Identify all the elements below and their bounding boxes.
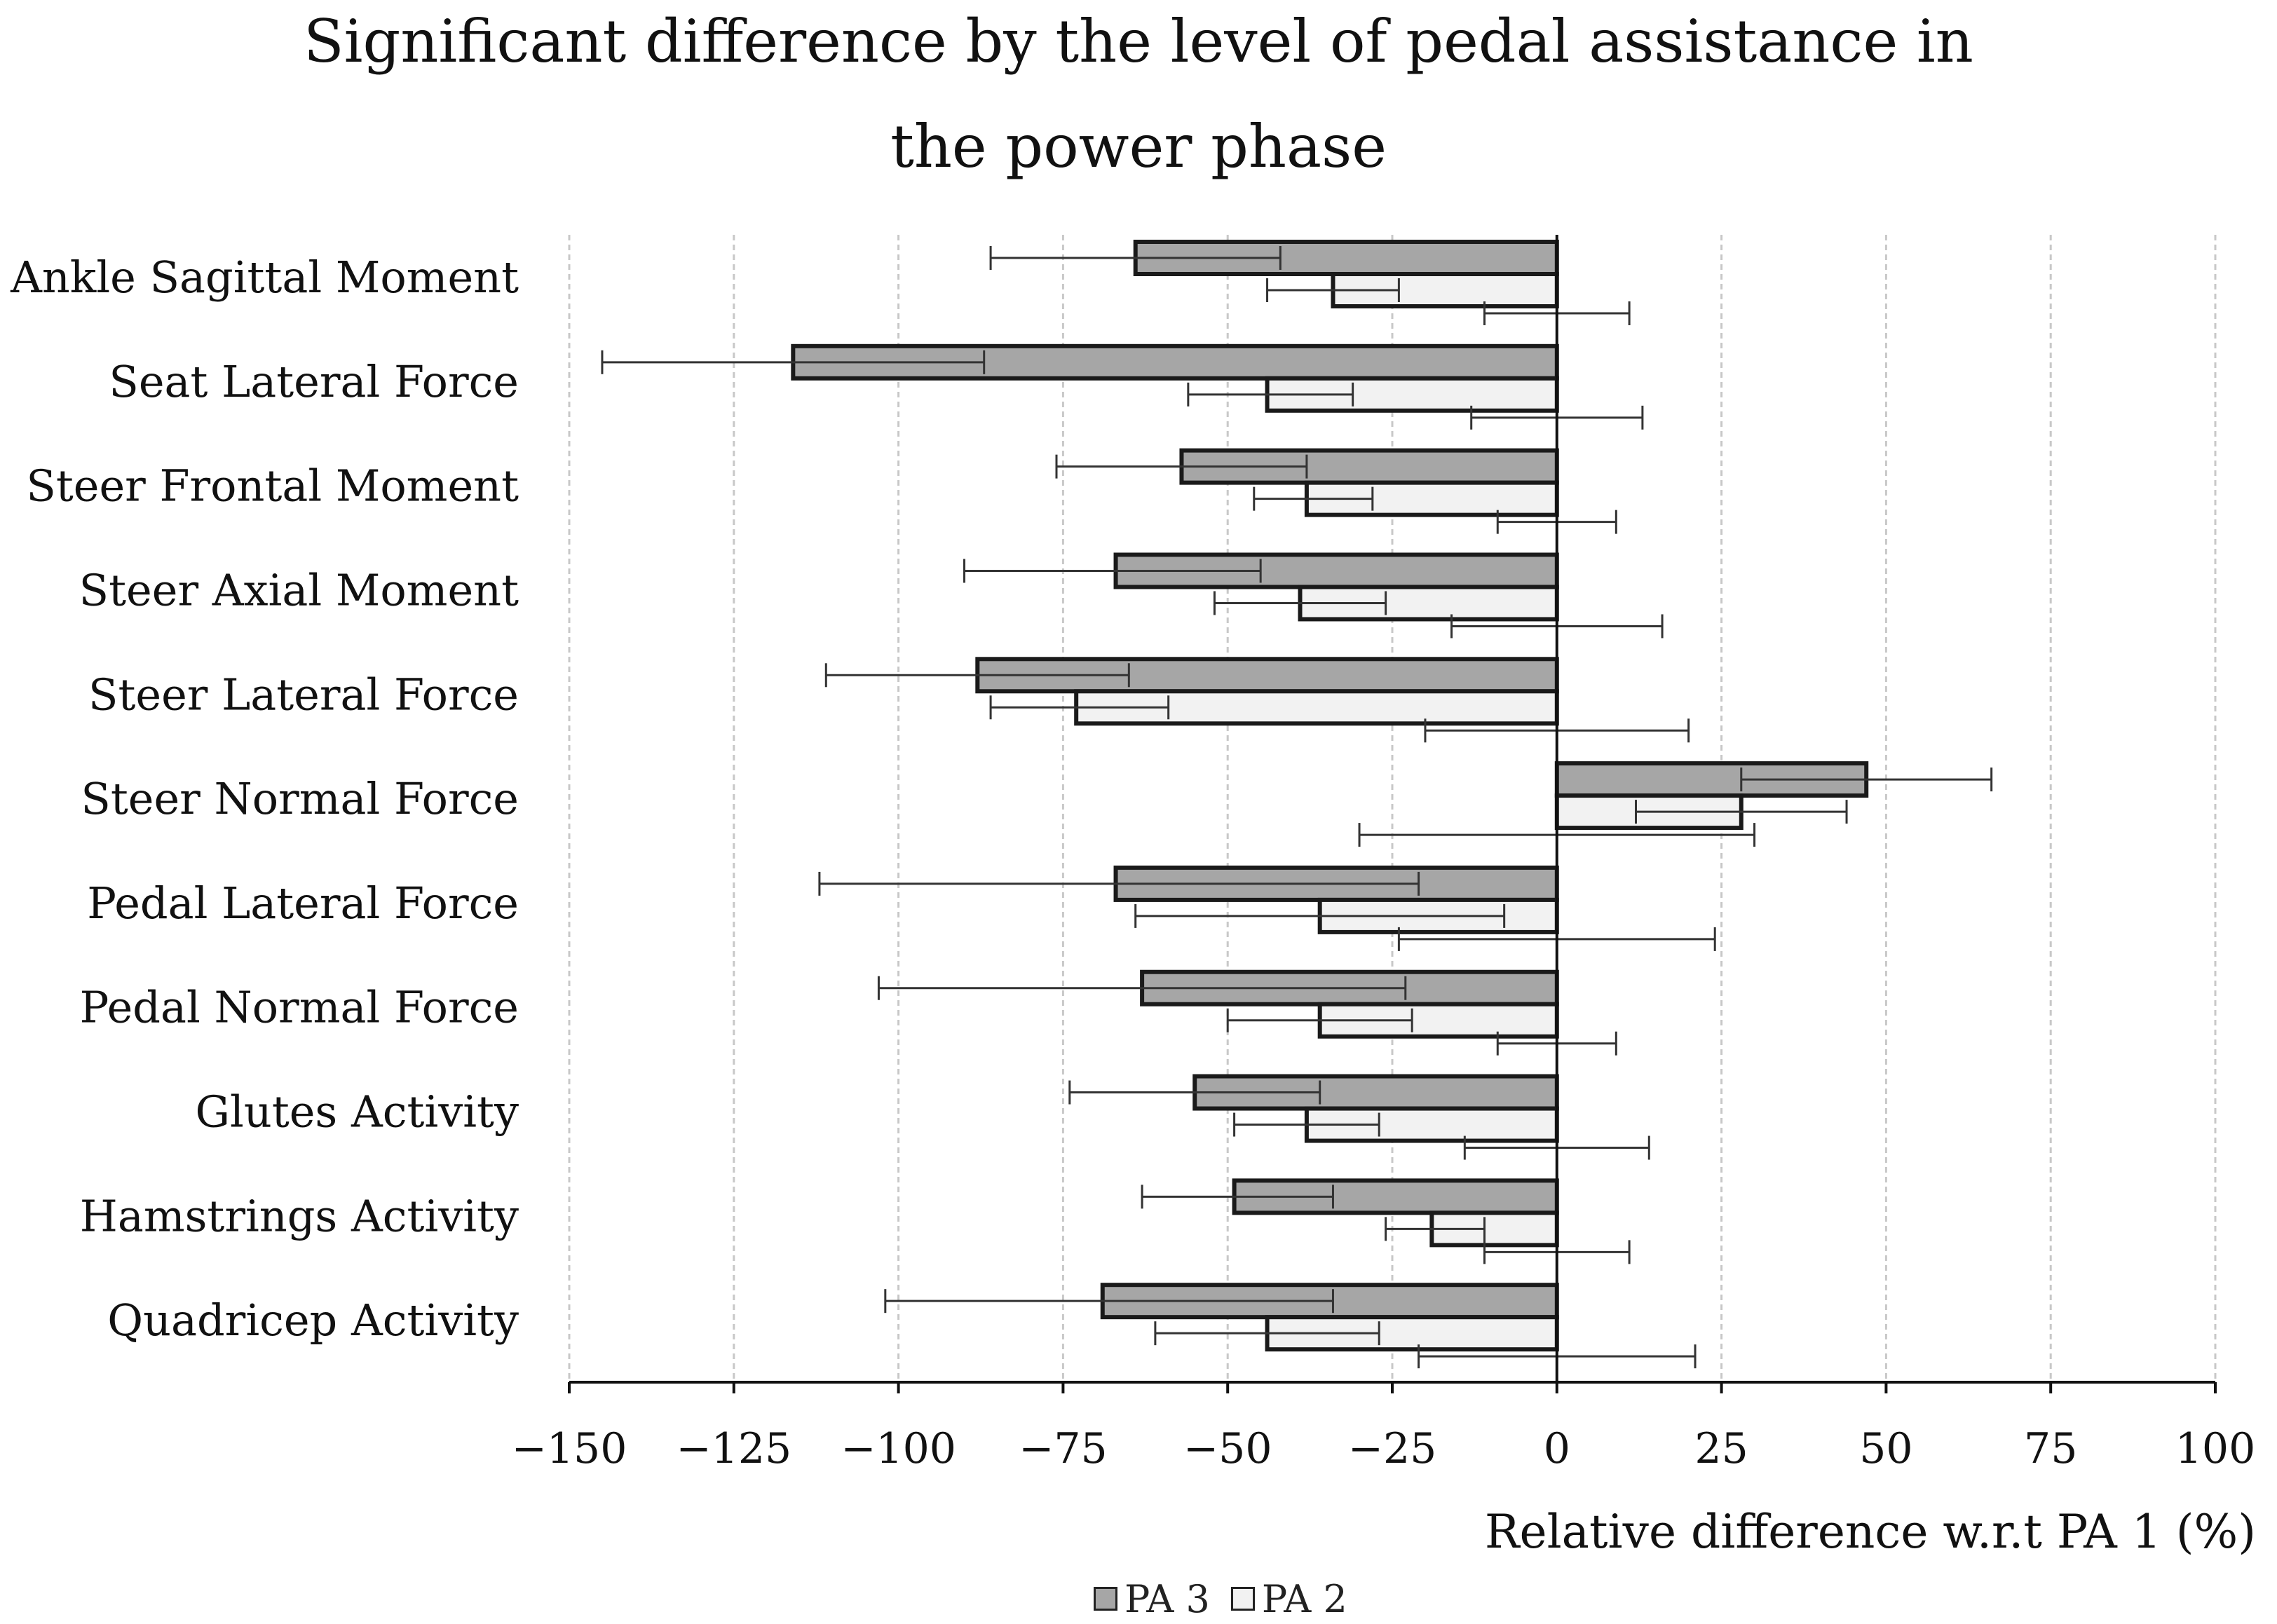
x-tick-label: −75 [1019,1424,1108,1473]
x-tick-label: −100 [841,1424,956,1473]
category-label: Ankle Sagittal Moment [10,252,519,303]
category-label: Pedal Lateral Force [87,878,519,929]
x-tick-label: 0 [1544,1424,1570,1473]
x-axis-title: Relative difference w.r.t PA 1 (%) [1485,1505,2256,1559]
chart-title-line-2: the power phase [890,112,1387,181]
category-label: Steer Lateral Force [88,669,519,720]
x-tick-label: −125 [676,1424,791,1473]
x-tick-label: −150 [512,1424,627,1473]
x-tick-label: 50 [1859,1424,1912,1473]
legend: PA 3 PA 2 [1094,1574,1347,1624]
category-label: Steer Normal Force [81,773,519,824]
category-label: Seat Lateral Force [109,356,519,407]
category-label: Glutes Activity [196,1086,519,1138]
legend-swatch-pa3 [1094,1587,1117,1611]
category-label: Steer Frontal Moment [26,460,519,512]
legend-item-pa3: PA 3 [1094,1577,1210,1621]
x-tick-label: −50 [1183,1424,1272,1473]
legend-swatch-pa2 [1230,1587,1255,1611]
category-label: Hamstrings Activity [80,1190,519,1241]
legend-label-pa3: PA 3 [1124,1576,1210,1621]
x-tick-label: 75 [2024,1424,2077,1473]
category-label: Quadricep Activity [107,1295,519,1346]
chart-title-line-1: Significant difference by the level of p… [304,7,1973,76]
legend-label-pa2: PA 2 [1261,1576,1347,1621]
legend-item-pa2: PA 2 [1230,1576,1347,1621]
category-label: Pedal Normal Force [80,982,519,1033]
x-tick-label: 25 [1694,1424,1748,1473]
category-label: Steer Axial Moment [79,564,519,615]
x-tick-label: 100 [2175,1424,2256,1473]
x-tick-label: −25 [1348,1424,1437,1473]
